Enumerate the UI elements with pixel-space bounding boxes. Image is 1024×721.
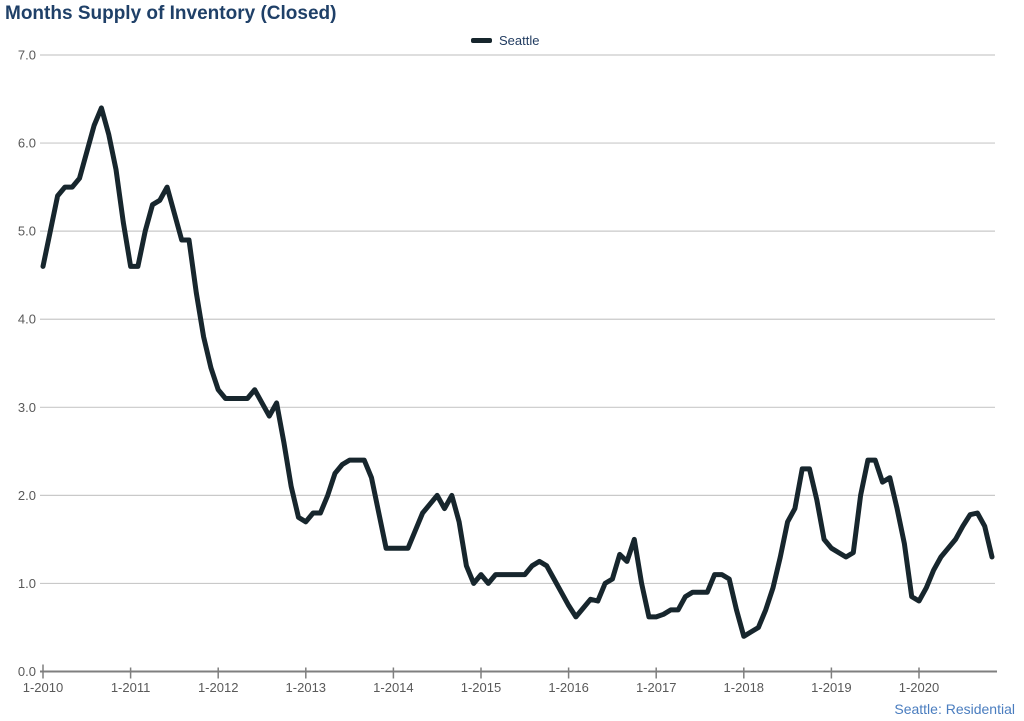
x-axis-tick-label: 1-2011 bbox=[111, 680, 151, 695]
legend-label-seattle: Seattle bbox=[499, 33, 540, 48]
x-axis-tick-label: 1-2015 bbox=[461, 680, 501, 695]
chart-footnote: Seattle: Residential bbox=[894, 701, 1015, 717]
y-axis-tick-label: 5.0 bbox=[18, 224, 36, 239]
y-axis-tick-label: 0.0 bbox=[18, 664, 36, 679]
x-axis-tick-label: 1-2012 bbox=[198, 680, 238, 695]
seattle-line-swatch bbox=[471, 38, 492, 43]
x-axis-tick-label: 1-2010 bbox=[23, 680, 63, 695]
y-axis-tick-label: 7.0 bbox=[18, 48, 36, 63]
legend: Seattle bbox=[471, 33, 539, 48]
y-axis-tick-label: 6.0 bbox=[18, 136, 36, 151]
x-axis-tick-label: 1-2017 bbox=[636, 680, 676, 695]
y-axis-tick-label: 3.0 bbox=[18, 400, 36, 415]
x-axis-tick-label: 1-2013 bbox=[286, 680, 326, 695]
seattle-series-line bbox=[40, 105, 995, 639]
y-axis-tick-label: 2.0 bbox=[18, 488, 36, 503]
x-axis-tick-label: 1-2016 bbox=[548, 680, 588, 695]
x-axis-tick-label: 1-2019 bbox=[811, 680, 851, 695]
y-axis-tick-label: 4.0 bbox=[18, 312, 36, 327]
x-axis-tick-label: 1-2014 bbox=[373, 680, 413, 695]
x-axis-tick-label: 1-2020 bbox=[899, 680, 939, 695]
y-axis-tick-label: 1.0 bbox=[18, 576, 36, 591]
x-axis-tick-label: 1-2018 bbox=[724, 680, 764, 695]
chart-title: Months Supply of Inventory (Closed) bbox=[5, 3, 337, 24]
